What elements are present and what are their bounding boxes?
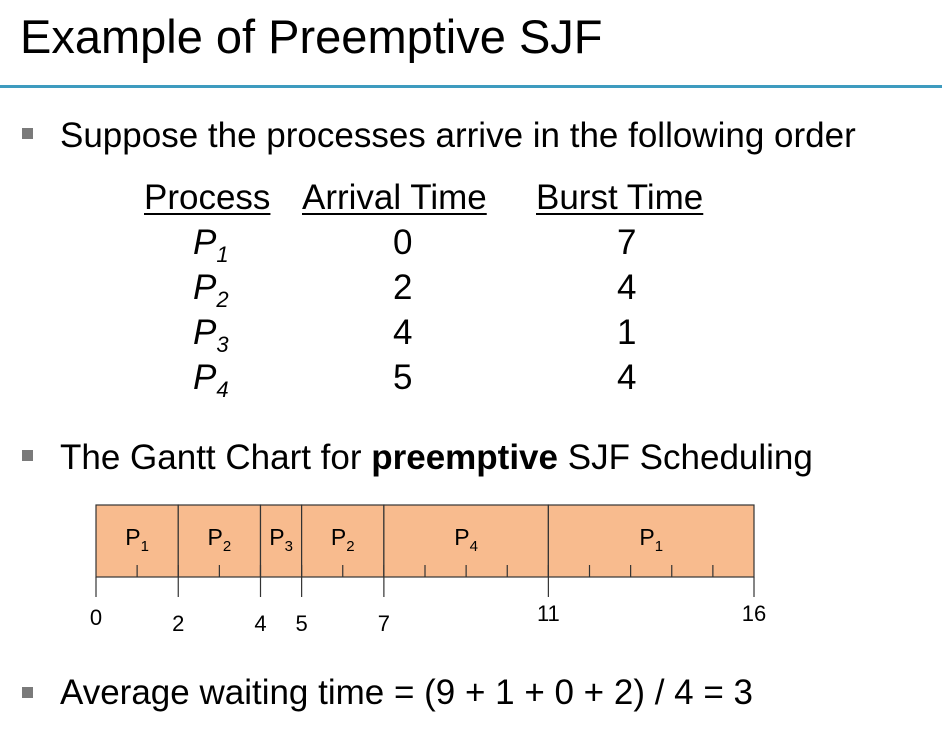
- bullet-square-icon: [22, 450, 33, 461]
- time-label: 5: [296, 611, 308, 636]
- arrival-value: 5: [393, 358, 413, 397]
- bullet-text-2: The Gantt Chart for preemptive SJF Sched…: [60, 438, 813, 477]
- arrival-value: 2: [393, 268, 413, 307]
- burst-value: 4: [617, 268, 637, 307]
- bullet-square-icon: [22, 687, 33, 698]
- segment-label: P4: [454, 524, 478, 555]
- time-label: 0: [90, 605, 102, 630]
- time-label: 4: [254, 611, 266, 636]
- process-name: P4: [193, 358, 229, 402]
- gantt-segment: [547, 504, 755, 578]
- arrival-value: 4: [393, 313, 413, 352]
- segment-label: P1: [639, 524, 663, 555]
- title-divider: [0, 85, 942, 88]
- process-name: P3: [193, 313, 229, 357]
- segment-label: P3: [269, 524, 293, 555]
- arrival-value: 0: [393, 223, 413, 262]
- gantt-segment: [259, 504, 303, 578]
- bullet-square-icon: [22, 128, 33, 139]
- burst-value: 4: [617, 358, 637, 397]
- process-name: P2: [193, 268, 229, 312]
- header-burst-time: Burst Time: [536, 178, 704, 217]
- burst-value: 7: [617, 223, 637, 262]
- slide-title: Example of Preemptive SJF: [20, 10, 603, 63]
- bullet-text-3: Average waiting time = (9 + 1 + 0 + 2) /…: [60, 673, 753, 712]
- process-name: P1: [193, 223, 229, 267]
- segment-label: P1: [125, 524, 149, 555]
- header-arrival-time: Arrival Time: [302, 178, 487, 217]
- burst-value: 1: [617, 313, 637, 352]
- gantt-chart: P1 P2 P3 P2 P4 P1 0 2 4 5 7 11 16: [90, 504, 766, 636]
- bullet-text-1: Suppose the processes arrive in the foll…: [60, 116, 856, 155]
- time-label: 16: [742, 601, 766, 626]
- segment-label: P2: [331, 524, 355, 555]
- time-label: 7: [378, 611, 390, 636]
- header-process: Process: [144, 178, 271, 217]
- segment-label: P2: [208, 524, 232, 555]
- time-label: 2: [172, 611, 184, 636]
- time-label: 11: [537, 601, 560, 626]
